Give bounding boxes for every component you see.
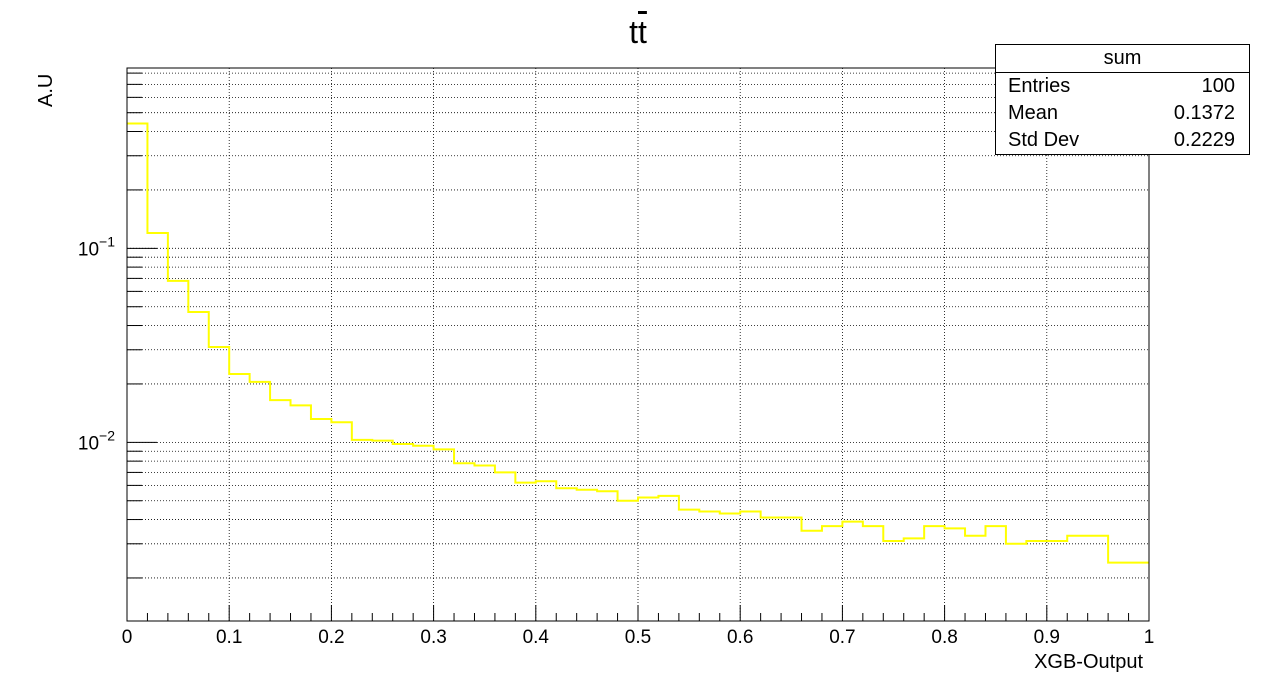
histogram-series bbox=[127, 122, 1149, 564]
x-tick-label: 0.4 bbox=[523, 627, 550, 648]
x-tick-label: 0.2 bbox=[318, 627, 344, 648]
title-main: t bbox=[629, 14, 638, 50]
stats-row-entries: Entries 100 bbox=[996, 73, 1249, 100]
grid-lines bbox=[127, 68, 1149, 621]
stats-value: 0.1372 bbox=[1173, 102, 1235, 124]
x-tick-label: 0.8 bbox=[931, 627, 957, 648]
stats-label: Std Dev bbox=[1008, 129, 1080, 151]
chart-title: tt bbox=[0, 14, 1276, 51]
stats-value: 100 bbox=[1201, 75, 1235, 97]
axis-ticks bbox=[126, 72, 1150, 621]
tick-labels: 0 0.1 0.2 0.3 0.4 0.5 0.6 0.7 0.8 0.9 1 10−2 10−1 bbox=[78, 233, 1154, 648]
x-tick-label: 0.6 bbox=[727, 627, 753, 648]
plot-frame bbox=[126, 67, 1150, 622]
stats-label: Mean bbox=[1008, 102, 1059, 124]
y-axis-label: A.U bbox=[35, 74, 57, 107]
y-tick-label: 10−2 bbox=[78, 427, 115, 454]
x-tick-label: 0.1 bbox=[216, 627, 242, 648]
title-bar: t bbox=[638, 14, 647, 50]
histogram-line bbox=[127, 122, 1149, 564]
stats-box-name: sum bbox=[996, 45, 1249, 73]
y-tick-label: 10−1 bbox=[78, 233, 115, 260]
stats-row-stddev: Std Dev 0.2229 bbox=[996, 127, 1249, 154]
stats-box: sum Entries 100 Mean 0.1372 Std Dev 0.22… bbox=[995, 44, 1250, 155]
x-tick-label: 0.9 bbox=[1034, 627, 1060, 648]
x-tick-label: 0.3 bbox=[420, 627, 446, 648]
x-tick-label: 0.7 bbox=[829, 627, 855, 648]
stats-label: Entries bbox=[1008, 75, 1071, 97]
x-tick-label: 0.5 bbox=[625, 627, 651, 648]
x-axis-label: XGB-Output bbox=[1034, 651, 1143, 673]
x-tick-label: 0 bbox=[122, 627, 133, 648]
stats-row-mean: Mean 0.1372 bbox=[996, 100, 1249, 127]
x-tick-label: 1 bbox=[1144, 627, 1155, 648]
stats-value: 0.2229 bbox=[1173, 129, 1235, 151]
